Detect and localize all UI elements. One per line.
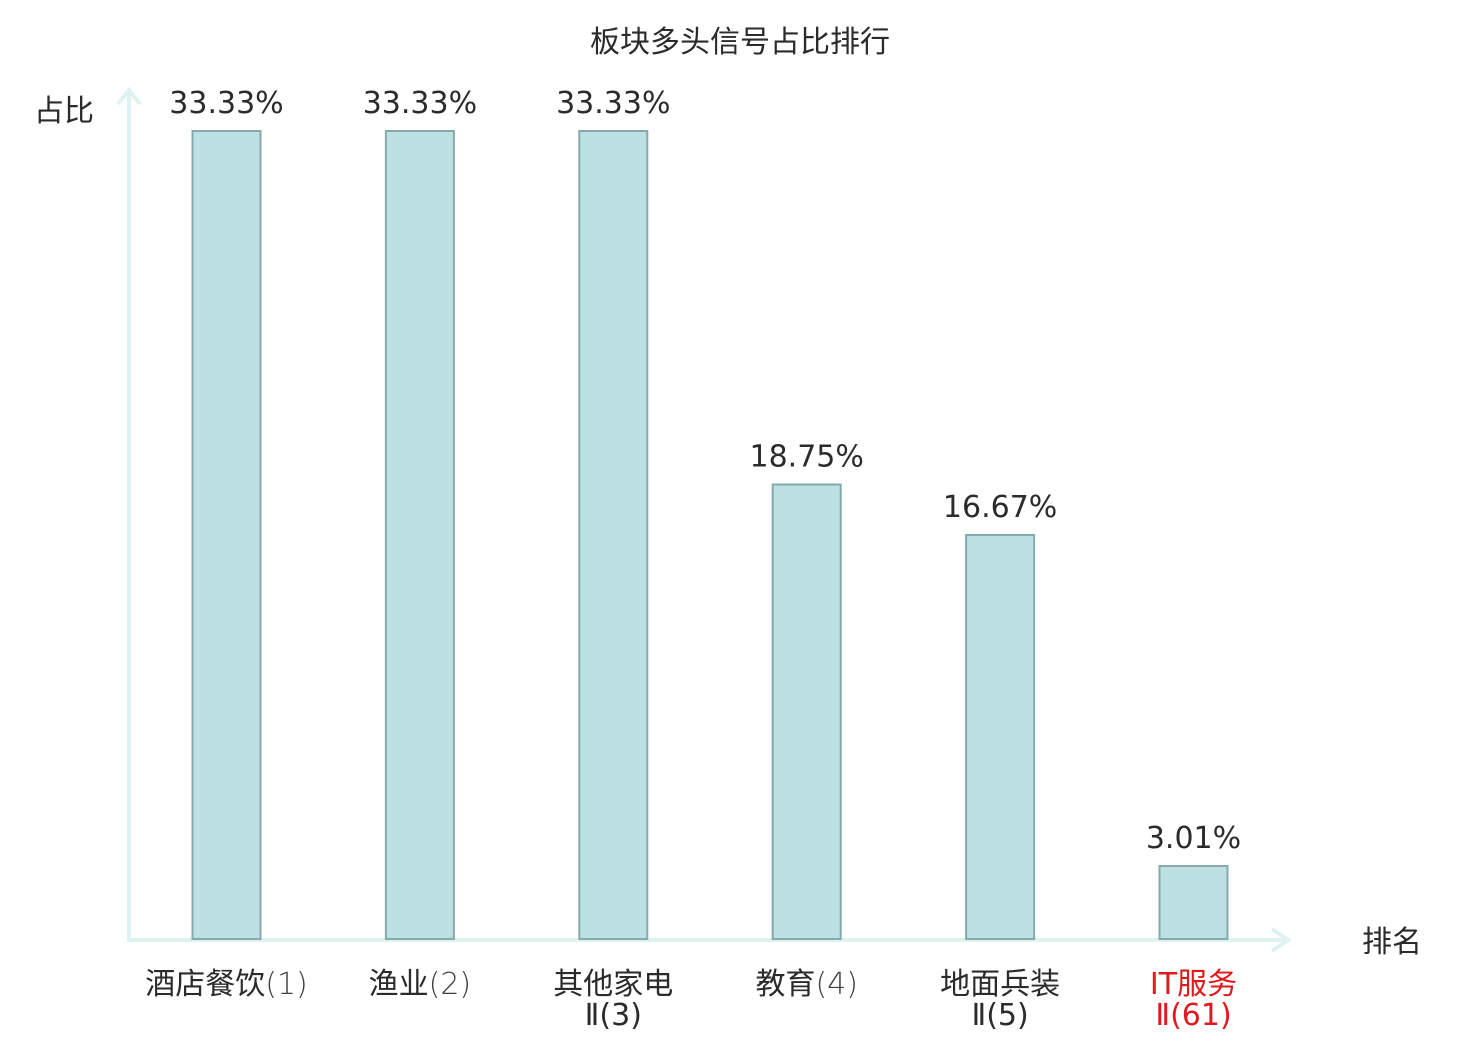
bar bbox=[965, 533, 1036, 941]
x-axis-label: 排名 bbox=[1362, 925, 1422, 960]
data-label: 33.33% bbox=[363, 86, 477, 121]
data-label: 16.67% bbox=[943, 490, 1057, 525]
data-label: 33.33% bbox=[556, 86, 670, 121]
x-tick-label: 酒店餐饮(1) bbox=[145, 967, 308, 1002]
x-axis-arrow bbox=[1270, 927, 1292, 953]
bar bbox=[578, 130, 649, 940]
chart-title: 板块多头信号占比排行 bbox=[590, 25, 890, 60]
y-axis-arrow bbox=[116, 86, 142, 106]
bar bbox=[191, 130, 262, 940]
data-label: 3.01% bbox=[1146, 821, 1241, 856]
value-labels-group: 33.33% 33.33% 33.33% 18.75% 16.67% 3.01% bbox=[169, 86, 1241, 856]
y-axis-label: 占比 bbox=[34, 94, 94, 129]
x-tick-label: 渔业(2) bbox=[369, 967, 472, 1002]
x-tick-label: 其他家电 bbox=[553, 967, 673, 1002]
bar bbox=[1158, 865, 1229, 940]
x-tick-label-line2: Ⅱ(61) bbox=[1155, 998, 1231, 1033]
x-tick-label: 地面兵装 bbox=[940, 967, 1060, 1002]
bars-group bbox=[191, 130, 1229, 941]
x-tick-label-line2: Ⅱ(3) bbox=[585, 998, 642, 1033]
bar bbox=[771, 483, 842, 940]
x-tick-label-line2: Ⅱ(5) bbox=[971, 998, 1028, 1033]
data-label: 33.33% bbox=[169, 86, 283, 121]
x-tick-label: 教育(4) bbox=[755, 967, 858, 1002]
data-label: 18.75% bbox=[750, 440, 864, 475]
x-tick-label: IT服务 bbox=[1150, 967, 1237, 1002]
bar bbox=[384, 130, 455, 940]
